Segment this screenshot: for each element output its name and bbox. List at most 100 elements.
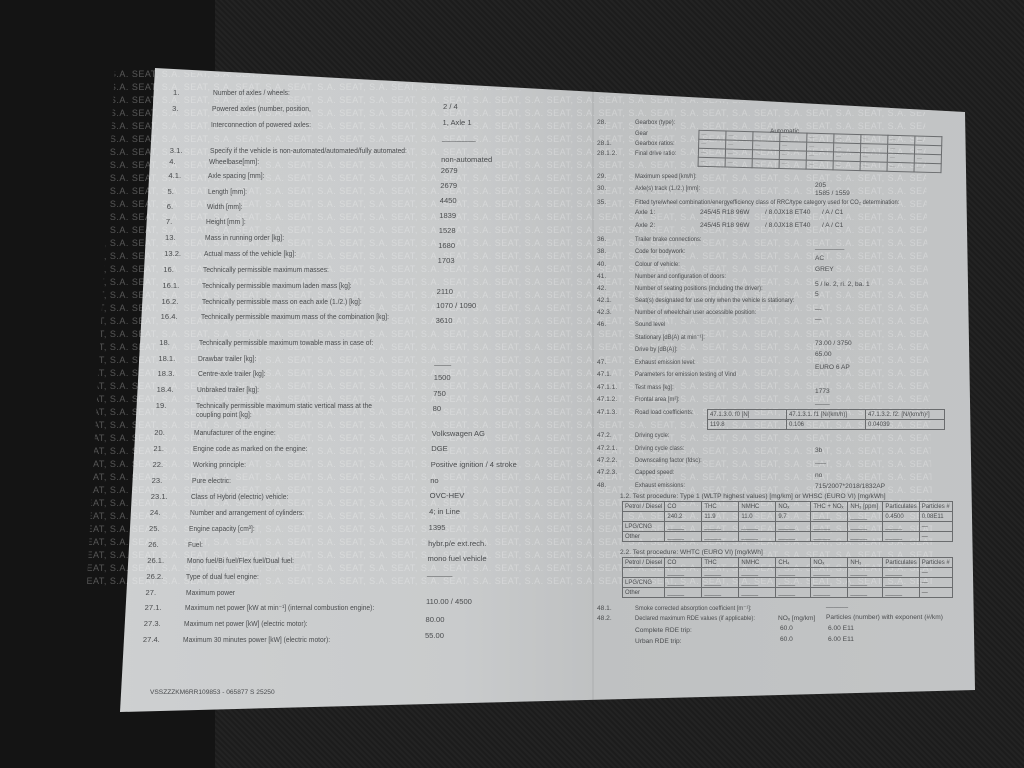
item-label: Number of wheelchair user accessible pos… (635, 309, 757, 316)
item-number: 27. (145, 588, 157, 597)
item-number: 16. (163, 265, 174, 274)
item-value: 1500 (433, 373, 451, 382)
item-label: Gear (635, 130, 648, 137)
item-label: Wheelbase[mm]: (209, 157, 260, 166)
tyre-axle: Axle 1: (635, 209, 656, 216)
item-number: 16.4. (160, 312, 178, 321)
item-number: 40. (597, 261, 607, 268)
item-number: 22. (152, 460, 164, 469)
item-value: 2 / 4 (443, 102, 458, 111)
test-procedure-2-title: 2.2. Test procedure: WHTC (EURO VI) [mg/… (620, 549, 763, 556)
gear-cell: — (860, 161, 888, 172)
item-number: 20. (154, 428, 165, 437)
gearbox-ratio-table: — — — — — — — — — — — — — — — — — — — — — — — — — — — — — — — — — — — — (698, 130, 943, 173)
table-cell: _____ (775, 587, 812, 598)
item-label: coupling point [kg]: (195, 410, 252, 419)
item-value: ______ (427, 568, 453, 577)
table-cell: _____ (847, 531, 884, 542)
table-cell: _____ (738, 587, 777, 598)
item-label: Stationary [dB(A) at min⁻¹]: (635, 334, 705, 341)
item-label: Actual mass of the vehicle [kg]: (204, 249, 297, 258)
table-cell: _____ (810, 587, 849, 598)
item-number: 18.3. (157, 369, 175, 378)
item-label: Gearbox ratios: (635, 140, 675, 147)
item-label: Test mass [kg]: (635, 384, 674, 391)
item-label: Number of seating positions (including t… (635, 285, 763, 292)
table-cell: _____ (738, 531, 777, 542)
table-cell: _____ (701, 587, 740, 598)
rde-trip-label: Urban RDE trip: (635, 638, 682, 645)
item-value: 1839 (439, 211, 457, 220)
table-cell: _____ (701, 577, 740, 588)
item-number: 38. (597, 248, 607, 255)
table-row: Other _____ _____ _____ _____ _____ _____ _____… (621, 587, 953, 598)
item-label: Downscaling factor (fdsc): (635, 457, 702, 464)
table-cell: 240.2 (664, 511, 703, 522)
item-label: Length [mm]: (207, 187, 247, 196)
item-number: 28.1.2. (597, 150, 618, 157)
item-value: 2679 (440, 181, 458, 190)
rde-nox-value: 60.0 (780, 625, 793, 632)
table-cell: _____ (664, 531, 703, 542)
table-cell: _____ (847, 511, 884, 522)
page-fold (592, 85, 594, 705)
item-label: Number and arrangement of cylinders: (189, 508, 304, 517)
item-number: 27.1. (144, 603, 162, 612)
table-cell: _____ (738, 521, 777, 532)
item-value: 1773 (815, 388, 830, 395)
item-label: Number of axles / wheels: (213, 88, 290, 97)
item-number: 47.1. (597, 371, 612, 378)
item-label: Frontal area [m²]: (635, 396, 680, 403)
gear-cell: — (752, 158, 780, 169)
item-number: 4. (169, 157, 176, 166)
item-label: Fuel: (188, 540, 203, 549)
item-label: Height [mm ]: (205, 217, 246, 226)
table-cell: — (918, 567, 953, 578)
item-label: Width [mm]: (206, 202, 243, 211)
item-value: DGE (431, 444, 448, 453)
item-value: EURO 6 AP (815, 364, 850, 371)
item-number: 5. (167, 187, 174, 196)
item-value: 4; in Line (429, 507, 460, 516)
item-number: 47.1.3. (597, 409, 618, 416)
item-value: 2110 (436, 287, 453, 296)
item-label: Drive by [dB(A)]: (635, 346, 678, 353)
item-label: Exhaust emission level: (635, 359, 696, 366)
item-value: ______ (826, 601, 849, 608)
item-label: Powered axles (number, position, (212, 104, 311, 113)
item-number: 28. (597, 119, 607, 126)
tyre-size: 245/45 R18 96W (700, 222, 750, 229)
item-value: 55.00 (424, 631, 444, 640)
gear-cell: — (913, 162, 942, 173)
item-value: 5 / le. 2, ri. 2, ba. 1 (815, 281, 870, 288)
item-number: 42. (597, 285, 607, 292)
table-cell: _____ (810, 511, 849, 522)
table-cell: Petrol / Diesel (621, 501, 666, 512)
item-value: non-automated (441, 155, 493, 164)
table-cell: _____ (882, 531, 920, 542)
item-number: 48. (597, 482, 607, 489)
emissions-table-type1: Petrol / Diesel CO THC NMHC NOₓ THC + NOₓ NH₃ … (621, 501, 953, 542)
rde-nox-header: NOₓ [mg/km] (778, 615, 816, 622)
table-cell (621, 567, 666, 578)
table-cell: 11.0 (738, 511, 777, 522)
table-cell: LPG/CNG (621, 577, 666, 588)
item-number: 13. (165, 233, 176, 242)
rde-particles-header: Particles (number) with exponent (#/km) (826, 614, 943, 621)
item-value: no (815, 472, 823, 479)
table-cell: _____ (664, 567, 703, 578)
item-number: 28.1. (597, 140, 612, 147)
table-cell: 47.1.3.2. f2: [N/(km/h)²] (865, 409, 945, 420)
item-label: Centre-axle trailer [kg]: (197, 369, 266, 378)
item-value: 1585 / 1559 (815, 190, 850, 197)
item-value: 80.00 (425, 615, 445, 624)
item-number: 47.2.1. (597, 445, 618, 452)
item-value: 1, Axle 1 (442, 118, 472, 127)
item-label: Driving cycle: (635, 432, 670, 439)
test-procedure-1-title: 1.2. Test procedure: Type 1 (WLTP highes… (620, 493, 886, 500)
table-cell: _____ (810, 577, 849, 588)
item-number: 47.1.1. (597, 384, 618, 391)
table-cell: _____ (810, 531, 849, 542)
rde-particles-value: 6.00 E11 (828, 636, 854, 643)
item-value: no (430, 476, 439, 485)
